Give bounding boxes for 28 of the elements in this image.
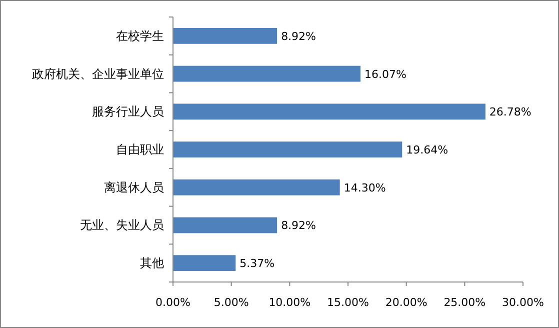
y-tick-label: 政府机关、企业事业单位	[32, 66, 164, 81]
bar	[173, 28, 278, 44]
x-tick-label: 10.00%	[268, 296, 311, 309]
y-tick-label: 其他	[140, 256, 164, 270]
data-label: 5.37%	[240, 257, 275, 270]
data-label: 19.64%	[406, 144, 448, 156]
data-label: 16.07%	[364, 68, 406, 81]
data-label: 26.78%	[489, 106, 532, 119]
data-label: 8.92%	[281, 30, 316, 43]
bar	[173, 66, 360, 82]
x-tick-label: 0.00%	[156, 296, 190, 309]
y-tick-label: 离退休人员	[104, 180, 164, 194]
x-tick-label: 30.00%	[502, 296, 544, 309]
bar	[173, 179, 340, 196]
data-label: 8.92%	[281, 219, 316, 232]
bar	[173, 255, 236, 272]
bar	[173, 217, 278, 234]
y-tick-label: 在校学生	[116, 28, 164, 43]
y-tick-label: 自由职业	[116, 142, 164, 156]
bar	[173, 142, 402, 158]
x-tick-label: 25.00%	[444, 296, 486, 309]
x-tick-label: 20.00%	[385, 296, 428, 309]
data-label: 14.30%	[344, 181, 386, 194]
x-tick-label: 15.00%	[327, 296, 369, 309]
bar	[173, 104, 486, 120]
y-tick-label: 无业、失业人员	[80, 218, 164, 232]
y-tick-label: 服务行业人员	[92, 104, 164, 119]
x-tick-label: 5.00%	[214, 296, 249, 309]
